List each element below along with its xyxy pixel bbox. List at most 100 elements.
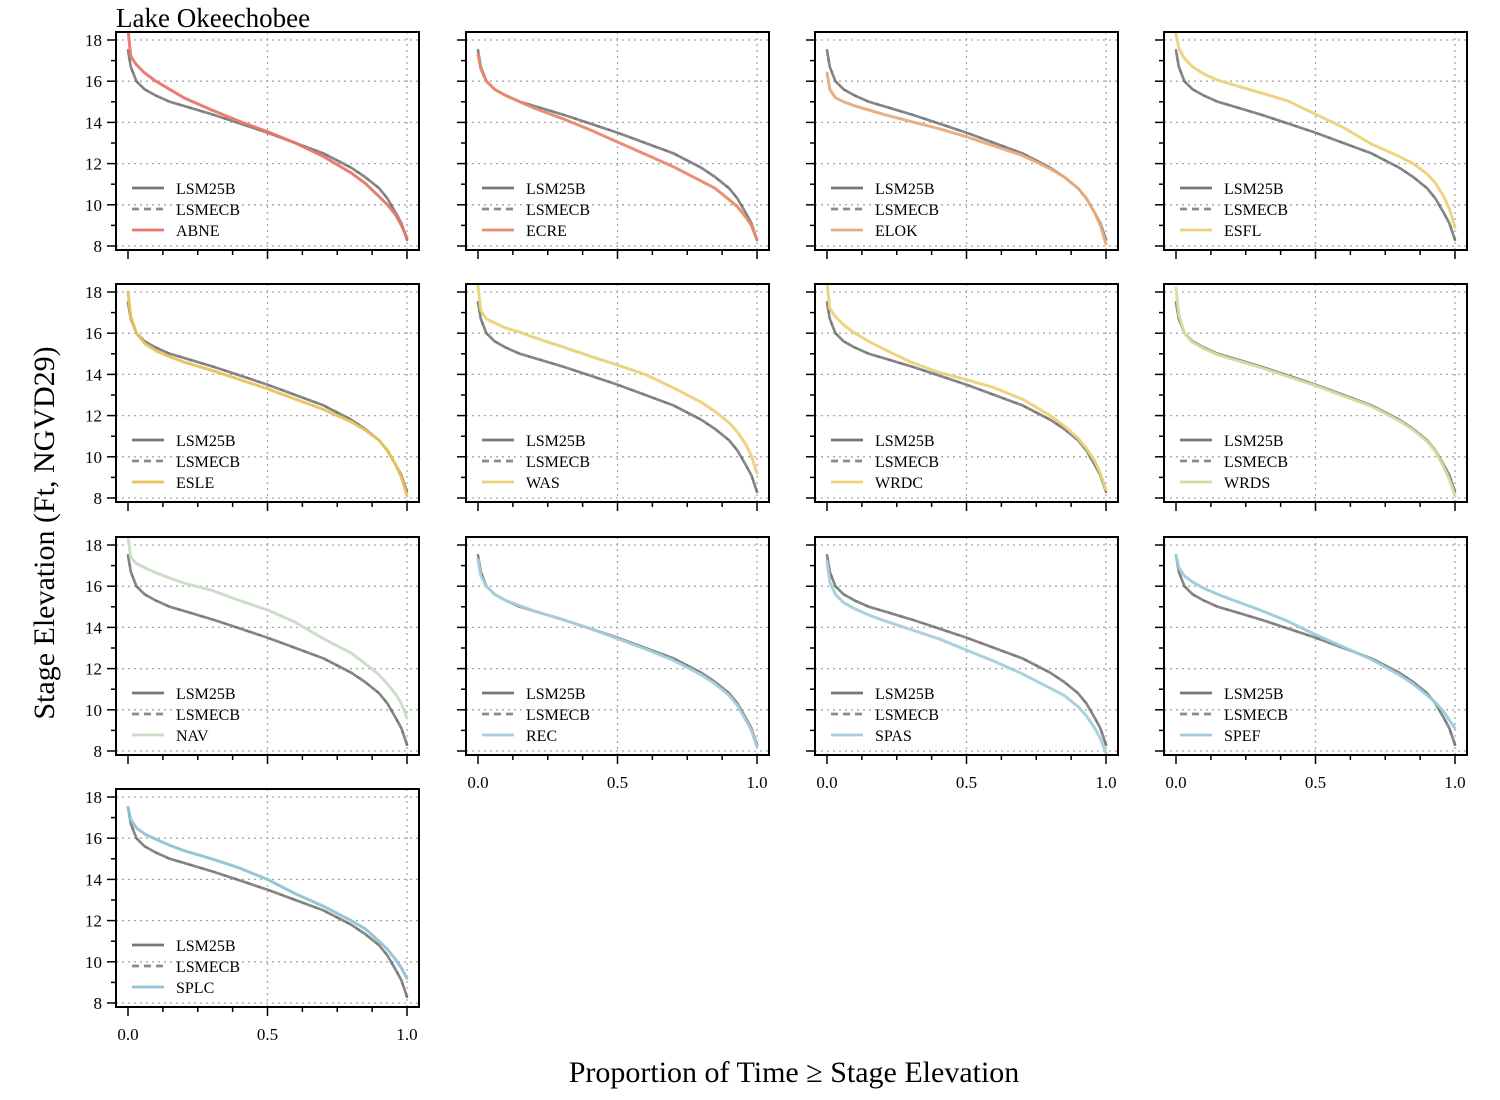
- x-axis-title: Proportion of Time ≥ Stage Elevation: [569, 1056, 1020, 1089]
- series-group: [126, 32, 409, 242]
- series-group: [825, 48, 1108, 246]
- legend-label: WAS: [526, 475, 560, 492]
- series-line-nav: [126, 537, 409, 720]
- legend-label: LSM25B: [526, 181, 586, 198]
- y-tick-label: 12: [85, 660, 102, 679]
- series-line-lsmecb: [1174, 554, 1457, 746]
- panel-splc: 8 10 12 14 16 18 0.0 0.5 1.0 LSM25B LSMECB SPLC: [85, 788, 420, 1044]
- series-line-lsmecb: [476, 49, 759, 241]
- series-line-spas: [825, 560, 1108, 755]
- legend-label: LSM25B: [875, 433, 935, 450]
- panel-frame: [814, 283, 1119, 503]
- legend-label: NAV: [176, 728, 209, 745]
- y-tick-label: 16: [85, 577, 102, 596]
- legend-label: LSM25B: [526, 686, 586, 703]
- series-line-ecre: [476, 52, 759, 242]
- series-line-lsm25b: [825, 300, 1108, 494]
- legend: LSM25B LSMECB ESFL: [1180, 181, 1288, 240]
- panel-esfl: LSM25B LSMECB ESFL: [1155, 31, 1468, 259]
- panel-was: LSM25B LSMECB WAS: [457, 283, 770, 511]
- legend-label: SPAS: [875, 728, 912, 745]
- series-group: [825, 284, 1108, 494]
- legend: LSM25B LSMECB SPLC: [132, 938, 240, 997]
- legend-label: ECRE: [526, 223, 567, 240]
- series-line-lsm25b: [1174, 553, 1457, 747]
- legend-label: LSMECB: [1224, 454, 1288, 471]
- y-tick-label: 18: [85, 31, 102, 50]
- series-line-esfl: [1174, 32, 1457, 229]
- series-line-lsmecb: [126, 49, 409, 241]
- y-tick-label: 14: [85, 113, 103, 132]
- legend-label: ABNE: [176, 223, 220, 240]
- panel-frame: [115, 31, 420, 251]
- series-line-lsm25b: [126, 300, 409, 494]
- x-tick-label: 0.0: [1165, 773, 1186, 792]
- series-group: [126, 290, 409, 498]
- series-line-lsmecb: [126, 806, 409, 998]
- panel-elok: LSM25B LSMECB ELOK: [806, 31, 1119, 259]
- series-group: [126, 537, 409, 747]
- legend-label: LSM25B: [1224, 686, 1284, 703]
- legend-label: LSM25B: [176, 433, 236, 450]
- panel-frame: [814, 31, 1119, 251]
- legend-label: SPEF: [1224, 728, 1261, 745]
- y-tick-label: 18: [85, 536, 102, 555]
- legend: LSM25B LSMECB SPAS: [831, 686, 939, 745]
- legend-label: LSM25B: [1224, 181, 1284, 198]
- panel-frame: [1163, 536, 1468, 756]
- series-line-lsm25b: [1174, 300, 1457, 494]
- legend-label: ESFL: [1224, 223, 1261, 240]
- y-tick-label: 16: [85, 829, 102, 848]
- legend-label: LSM25B: [176, 938, 236, 955]
- legend: LSM25B LSMECB WRDS: [1180, 433, 1288, 492]
- series-line-lsmecb: [825, 49, 1108, 241]
- series-group: [1174, 32, 1457, 242]
- panel-spef: 0.0 0.5 1.0 LSM25B LSMECB SPEF: [1155, 536, 1468, 792]
- legend: LSM25B LSMECB ECRE: [482, 181, 590, 240]
- y-tick-label: 14: [85, 365, 103, 384]
- series-line-lsm25b: [825, 48, 1108, 242]
- legend-label: LSM25B: [875, 181, 935, 198]
- y-tick-label: 14: [85, 618, 103, 637]
- y-tick-label: 12: [85, 407, 102, 426]
- legend-label: LSMECB: [526, 454, 590, 471]
- legend-label: LSMECB: [176, 202, 240, 219]
- x-tick-label: 0.0: [117, 1025, 138, 1044]
- legend: LSM25B LSMECB ESLE: [132, 433, 240, 492]
- series-group: [1174, 286, 1457, 498]
- panel-frame: [465, 536, 770, 756]
- legend-label: LSM25B: [875, 686, 935, 703]
- legend-label: LSMECB: [875, 202, 939, 219]
- y-tick-label: 16: [85, 72, 102, 91]
- legend-label: LSMECB: [1224, 707, 1288, 724]
- panel-frame: [115, 536, 420, 756]
- panel-esle: 8 10 12 14 16 18 LSM25B LSMECB ESLE: [85, 283, 420, 511]
- y-tick-label: 8: [94, 237, 103, 256]
- series-group: [476, 48, 759, 242]
- y-tick-label: 12: [85, 912, 102, 931]
- series-group: [825, 553, 1108, 755]
- series-line-lsmecb: [476, 301, 759, 493]
- y-tick-label: 8: [94, 742, 103, 761]
- panel-frame: [1163, 283, 1468, 503]
- legend-label: SPLC: [176, 980, 214, 997]
- series-line-lsmecb: [825, 554, 1108, 746]
- y-tick-label: 8: [94, 489, 103, 508]
- x-tick-label: 0.0: [467, 773, 488, 792]
- panel-wrdc: LSM25B LSMECB WRDC: [806, 283, 1119, 511]
- legend: LSM25B LSMECB WAS: [482, 433, 590, 492]
- panel-frame: [1163, 31, 1468, 251]
- legend-label: LSMECB: [875, 454, 939, 471]
- legend-label: WRDS: [1224, 475, 1270, 492]
- y-tick-label: 10: [85, 196, 102, 215]
- x-tick-label: 1.0: [1444, 773, 1465, 792]
- y-tick-label: 16: [85, 324, 102, 343]
- x-tick-label: 0.5: [1305, 773, 1326, 792]
- legend-label: LSMECB: [526, 707, 590, 724]
- series-group: [1174, 553, 1457, 747]
- y-tick-label: 14: [85, 870, 103, 889]
- series-group: [126, 805, 409, 999]
- y-axis-title: Stage Elevation (Ft, NGVD29): [28, 346, 61, 719]
- x-tick-label: 1.0: [1095, 773, 1116, 792]
- legend: LSM25B LSMECB REC: [482, 686, 590, 745]
